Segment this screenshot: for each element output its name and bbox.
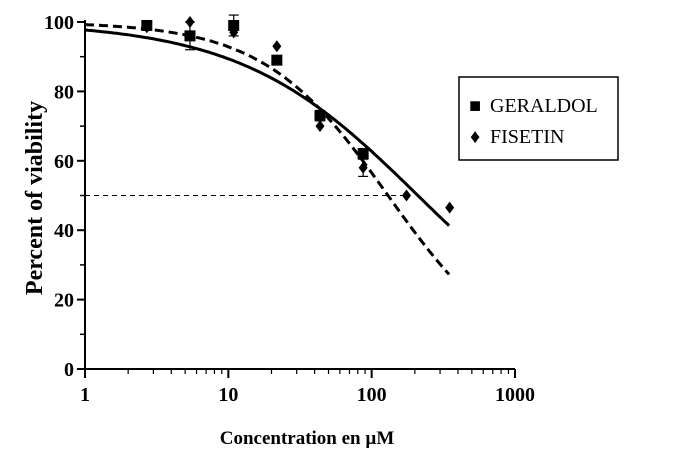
data-points xyxy=(141,14,455,214)
legend-symbol-fisetin: ♦ xyxy=(470,126,480,148)
y-tick-label: 100 xyxy=(44,12,74,34)
point-geraldol xyxy=(228,19,240,31)
legend-box xyxy=(458,76,619,161)
fit-curves xyxy=(84,23,451,276)
legend-label-fisetin: FISETIN xyxy=(490,126,564,148)
point-geraldol xyxy=(357,148,369,160)
x-tick-label: 100 xyxy=(357,384,387,406)
y-tick-label: 0 xyxy=(64,359,74,381)
y-tick-label: 80 xyxy=(54,81,74,103)
point-fisetin xyxy=(358,161,368,174)
legend-label-geraldol: GERALDOL xyxy=(490,95,598,117)
x-tick-label: 1000 xyxy=(495,384,535,406)
y-tick-label: 60 xyxy=(54,151,74,173)
point-fisetin xyxy=(185,16,195,28)
y-axis-title: Percent of viability xyxy=(22,101,48,295)
point-fisetin xyxy=(315,120,325,133)
point-fisetin xyxy=(402,189,412,202)
fit-curve-geraldol xyxy=(84,28,451,227)
tick-labels: 0 20 40 60 80 100 1 10 100 1000 xyxy=(44,12,535,406)
legend: ■ GERALDOL ♦ FISETIN xyxy=(458,76,619,161)
y-tick-label: 20 xyxy=(54,290,74,312)
point-fisetin xyxy=(229,26,239,39)
x-tick-label: 10 xyxy=(218,384,238,406)
legend-symbol-geraldol: ■ xyxy=(469,95,481,117)
point-fisetin xyxy=(142,21,152,34)
point-geraldol xyxy=(271,54,283,66)
axes xyxy=(77,20,516,378)
point-geraldol xyxy=(184,30,196,42)
point-fisetin xyxy=(445,201,455,214)
fit-curve-fisetin xyxy=(84,23,451,276)
x-axis-title: Concentration en µM xyxy=(220,428,395,449)
point-fisetin xyxy=(272,40,282,53)
x-tick-label: 1 xyxy=(80,384,90,406)
y-tick-label: 40 xyxy=(54,220,74,242)
point-geraldol xyxy=(314,110,326,122)
